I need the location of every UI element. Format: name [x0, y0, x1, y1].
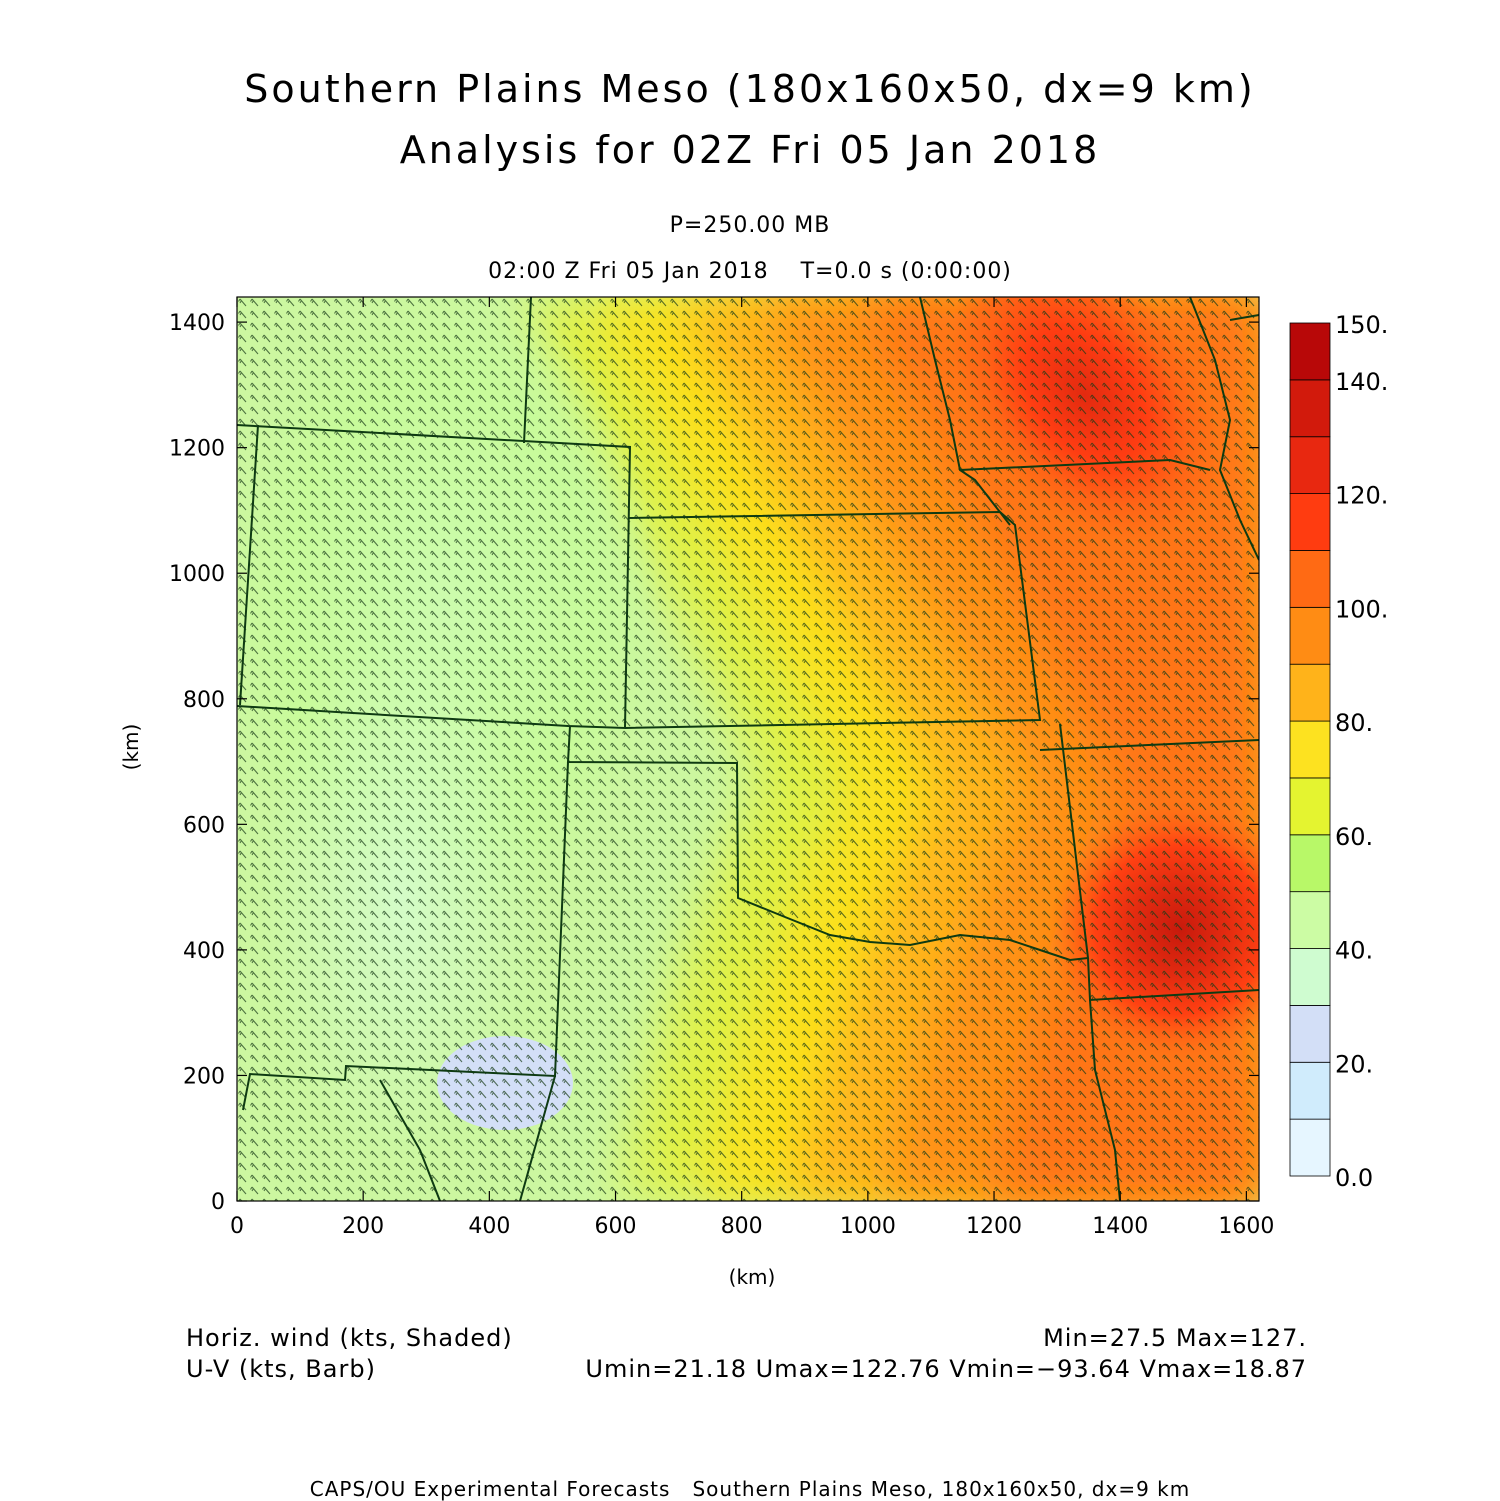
- footer-credit: CAPS/OU Experimental Forecasts Southern …: [309, 1477, 1191, 1501]
- plot-frame: [236, 296, 1260, 1202]
- legend-min-max: Min=27.5 Max=127.: [1043, 1324, 1307, 1352]
- x-axis: 0 200 400 600 800 1000 1200 1400 1600: [230, 297, 1274, 1239]
- time-stamp: 02:00 Z Fri 05 Jan 2018 T=0.0 s (0:00:00…: [488, 259, 1012, 284]
- y-tick-label: 1000: [169, 562, 225, 587]
- colorbar: 0.0 20. 40. 60. 80. 100. 120. 140. 150.: [1289, 311, 1388, 1192]
- colorbar-label: 120.: [1335, 482, 1388, 510]
- chart-title-valid-time: Analysis for 02Z Fri 05 Jan 2018: [399, 128, 1101, 172]
- chart-title: Southern Plains Meso (180x160x50, dx=9 k…: [244, 67, 1256, 111]
- y-tick-label: 200: [183, 1064, 225, 1089]
- state-boundaries: [237, 297, 1259, 1201]
- y-tick-label: 0: [211, 1190, 225, 1215]
- colorbar-label: 80.: [1335, 709, 1373, 737]
- y-axis-label: (km): [119, 724, 143, 771]
- colorbar-label: 140.: [1335, 368, 1388, 396]
- colorbar-bin: [1289, 379, 1331, 438]
- colorbar-bin: [1289, 322, 1331, 381]
- y-tick-label: 1400: [169, 311, 225, 336]
- x-tick-label: 600: [595, 1214, 637, 1239]
- x-tick-label: 1400: [1092, 1214, 1148, 1239]
- colorbar-bin: [1289, 1005, 1331, 1063]
- colorbar-bin: [1289, 550, 1331, 608]
- colorbar-bin: [1289, 948, 1331, 1006]
- colorbar-label: 60.: [1335, 823, 1373, 851]
- x-tick-label: 1000: [840, 1214, 896, 1239]
- x-tick-label: 200: [342, 1214, 384, 1239]
- y-axis: 0 200 400 600 800 1000 1200 1400: [169, 311, 1259, 1215]
- y-tick-label: 1200: [169, 437, 225, 462]
- y-tick-label: 400: [183, 939, 225, 964]
- colorbar-bin: [1289, 777, 1331, 836]
- colorbar-bin: [1289, 891, 1331, 949]
- x-tick-label: 800: [721, 1214, 763, 1239]
- wind-barbs: [237, 297, 1259, 1201]
- colorbar-label: 20.: [1335, 1050, 1373, 1078]
- x-tick-label: 1600: [1218, 1214, 1274, 1239]
- colorbar-bin: [1289, 1061, 1331, 1120]
- colorbar-bin: [1289, 663, 1331, 722]
- colorbar-bin: [1289, 720, 1331, 779]
- x-tick-label: 1200: [966, 1214, 1022, 1239]
- colorbar-label: 40.: [1335, 937, 1373, 965]
- y-tick-label: 600: [183, 813, 225, 838]
- legend-uv-extremes: Umin=21.18 Umax=122.76 Vmin=−93.64 Vmax=…: [585, 1355, 1307, 1383]
- colorbar-label: 100.: [1335, 595, 1388, 623]
- legend-barb-field: U-V (kts, Barb): [186, 1355, 376, 1383]
- colorbar-bin: [1289, 834, 1331, 893]
- colorbar-bin: [1289, 1118, 1331, 1177]
- legend-shaded-field: Horiz. wind (kts, Shaded): [186, 1324, 513, 1352]
- pressure-level: P=250.00 MB: [669, 213, 831, 238]
- colorbar-bin: [1289, 493, 1331, 551]
- colorbar-bin: [1289, 606, 1331, 665]
- x-tick-label: 0: [230, 1214, 244, 1239]
- colorbar-label: 150.: [1335, 311, 1388, 339]
- x-axis-label: (km): [729, 1265, 776, 1289]
- colorbar-label: 0.0: [1335, 1164, 1373, 1192]
- x-tick-label: 400: [468, 1214, 510, 1239]
- y-tick-label: 800: [183, 688, 225, 713]
- colorbar-bin: [1289, 436, 1331, 495]
